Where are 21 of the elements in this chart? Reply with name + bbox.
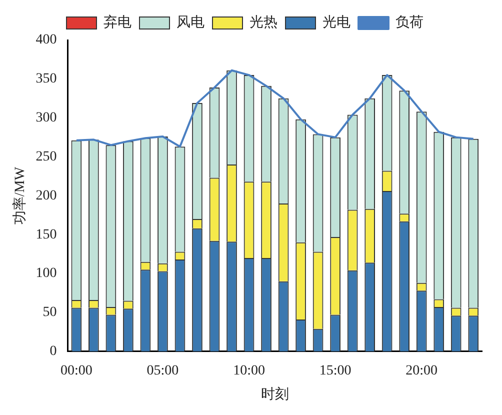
y-tick-label: 150 <box>36 227 57 242</box>
y-tick-label: 400 <box>36 32 57 48</box>
legend-label: 光电 <box>322 14 350 31</box>
y-tick-label: 300 <box>36 110 57 126</box>
x-tick-label: 05:00 <box>146 363 179 378</box>
x-tick-label: 15:00 <box>319 363 352 378</box>
x-axis-title: 时刻 <box>260 386 289 402</box>
y-axis-title: 功率/MW <box>12 166 28 224</box>
legend-label: 负荷 <box>396 14 424 31</box>
y-tick-label: 200 <box>36 188 57 204</box>
y-tick-label: 100 <box>36 266 57 282</box>
x-tick-label: 10:00 <box>233 363 265 378</box>
y-tick-label: 250 <box>36 149 57 164</box>
legend-label: 风电 <box>176 14 204 31</box>
y-tick-label: 350 <box>36 72 57 87</box>
x-tick-label: 00:00 <box>60 363 92 378</box>
legend-label: 弃电 <box>104 14 132 31</box>
legend-label: 光热 <box>250 14 278 31</box>
y-tick-label: 0 <box>50 344 57 360</box>
x-tick-label: 20:00 <box>406 363 438 378</box>
y-tick-label: 50 <box>42 305 57 320</box>
